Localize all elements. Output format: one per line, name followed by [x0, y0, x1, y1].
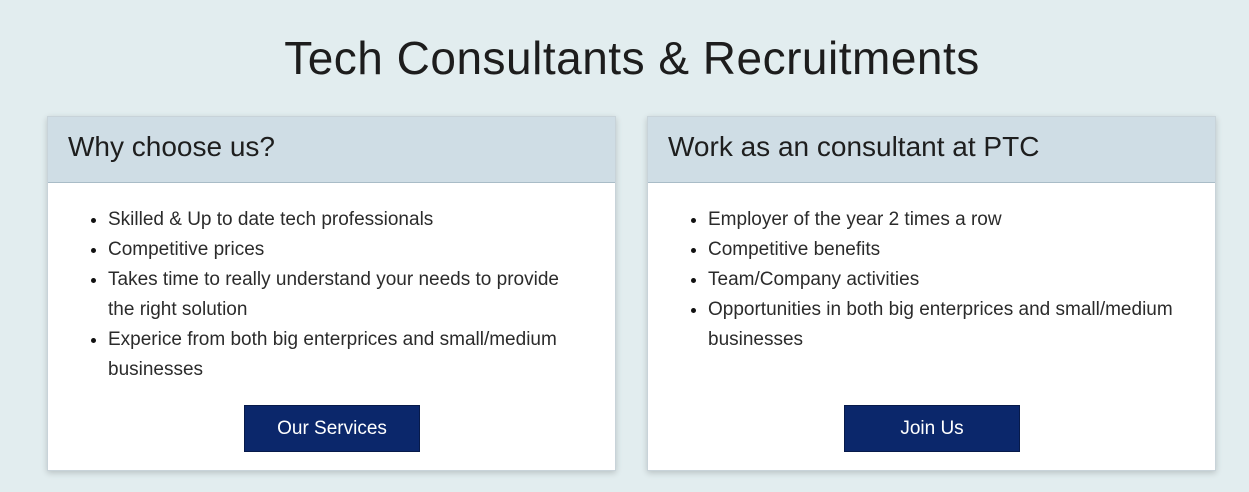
- list-item: Opportunities in both big enterprices an…: [708, 295, 1188, 355]
- list-item: Competitive prices: [108, 235, 588, 265]
- list-item: Employer of the year 2 times a row: [708, 205, 1188, 235]
- card-title: Work as an consultant at PTC: [668, 130, 1040, 162]
- page-title: Tech Consultants & Recruitments: [284, 32, 980, 84]
- perks-list: Employer of the year 2 times a row Compe…: [708, 205, 1188, 355]
- card-title: Why choose us?: [68, 130, 275, 162]
- card-header: Work as an consultant at PTC: [648, 117, 1215, 183]
- card-header: Why choose us?: [48, 117, 615, 183]
- join-us-button[interactable]: Join Us: [844, 405, 1020, 452]
- list-item: Takes time to really understand your nee…: [108, 265, 588, 325]
- why-choose-us-card: Why choose us? Skilled & Up to date tech…: [47, 116, 616, 471]
- our-services-button[interactable]: Our Services: [244, 405, 420, 452]
- benefits-list: Skilled & Up to date tech professionals …: [108, 205, 588, 385]
- list-item: Experice from both big enterprices and s…: [108, 325, 588, 385]
- list-item: Competitive benefits: [708, 235, 1188, 265]
- work-as-consultant-card: Work as an consultant at PTC Employer of…: [647, 116, 1216, 471]
- list-item: Team/Company activities: [708, 265, 1188, 295]
- list-item: Skilled & Up to date tech professionals: [108, 205, 588, 235]
